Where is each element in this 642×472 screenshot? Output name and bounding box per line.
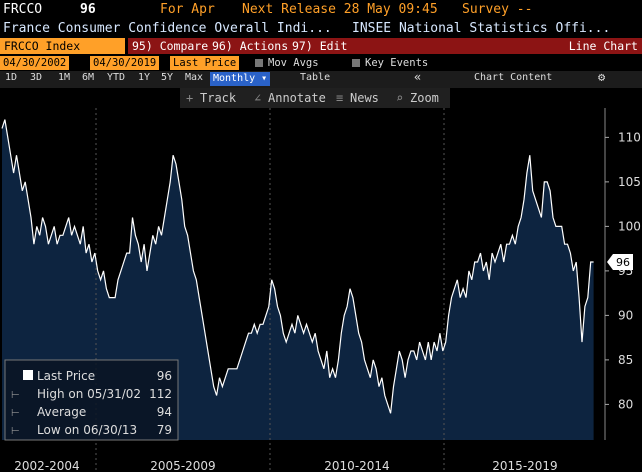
legend-swatch (23, 370, 33, 380)
y-tick-label: 105 (618, 175, 641, 189)
period-button[interactable]: 1D (5, 72, 18, 83)
start-date[interactable]: 04/30/2002 (0, 56, 70, 70)
legend-value: 94 (157, 405, 172, 419)
legend-label: Last Price (37, 369, 95, 383)
checkbox[interactable] (255, 59, 263, 67)
toolbar (0, 71, 642, 88)
tool-button[interactable]: Annotate (268, 91, 326, 105)
legend-icon: ⊢ (11, 426, 20, 437)
collapse[interactable]: « (414, 70, 422, 84)
value-badge (607, 253, 633, 270)
source: INSEE National Statistics Offi... (352, 21, 611, 36)
chart-content[interactable]: Chart Content (474, 72, 553, 83)
frequency[interactable]: Monthly ▾ (210, 72, 271, 86)
tool-icon: ≡ (336, 91, 344, 105)
end-date[interactable]: 04/30/2019 (90, 56, 160, 70)
settings-icon[interactable]: ⚙ (598, 70, 606, 84)
checkbox[interactable] (352, 59, 360, 67)
tool-icon: ∠ (254, 91, 262, 105)
legend-label: Average (37, 405, 86, 419)
next-release: Next Release 28 May 09:45 (242, 2, 438, 17)
period-button[interactable]: 3D (30, 72, 43, 83)
x-tick-label: 2002-2004 (14, 459, 79, 472)
period-button[interactable]: Max (185, 72, 204, 83)
x-tick-label: 2010-2014 (324, 459, 389, 472)
tool-icon: + (186, 91, 194, 105)
period-button[interactable]: 1M (58, 72, 71, 83)
option[interactable]: Mov Avgs (268, 57, 319, 69)
tool-icon: ⌕ (396, 91, 404, 105)
tool-button[interactable]: News (350, 91, 379, 105)
legend-icon: ⊢ (11, 408, 20, 419)
survey: Survey -- (462, 2, 533, 17)
edit-button[interactable]: 97) Edit ▾ (288, 38, 366, 54)
option[interactable]: Key Events (365, 57, 429, 69)
legend-value: 112 (149, 387, 172, 401)
y-tick-label: 110 (618, 130, 641, 144)
legend-label: Low on 06/30/13 (37, 423, 137, 437)
y-tick-label: 90 (618, 308, 633, 322)
period-button[interactable]: YTD (107, 72, 126, 83)
legend (4, 359, 179, 441)
x-tick-label: 2015-2019 (492, 459, 557, 472)
tool-button[interactable]: Track (200, 91, 237, 105)
description: France Consumer Confidence Overall Indi.… (3, 21, 332, 36)
legend-value: 79 (157, 423, 172, 437)
compare-button[interactable]: 95) Compare (128, 38, 213, 54)
table-button[interactable]: Table (300, 72, 331, 83)
view-label: Line Chart (348, 38, 642, 54)
security-input[interactable]: FRCCO Index (0, 38, 125, 54)
line (1, 119, 594, 414)
x-tick-label: 2005-2009 (150, 459, 215, 472)
period-button[interactable]: 5Y (161, 72, 174, 83)
ticker: FRCCO (3, 2, 43, 17)
y-tick-label: 100 (618, 219, 641, 233)
legend-label: High on 05/31/02 (37, 387, 141, 401)
value-label: 96 (616, 256, 630, 269)
legend-icon: ⊢ (11, 390, 20, 401)
y-tick-label: 85 (618, 353, 633, 367)
tool-button[interactable]: Zoom (410, 91, 439, 105)
tool-bar (180, 88, 450, 108)
actions-button[interactable]: 96) Actions ▾ (208, 38, 307, 54)
field-select[interactable]: Last Price (170, 56, 240, 70)
y-tick-label: 80 (618, 397, 633, 411)
period-button[interactable]: 6M (82, 72, 95, 83)
last-value: 96 (80, 2, 96, 17)
period: For Apr (160, 2, 215, 17)
period-button[interactable]: 1Y (138, 72, 151, 83)
legend-value: 96 (157, 369, 172, 383)
